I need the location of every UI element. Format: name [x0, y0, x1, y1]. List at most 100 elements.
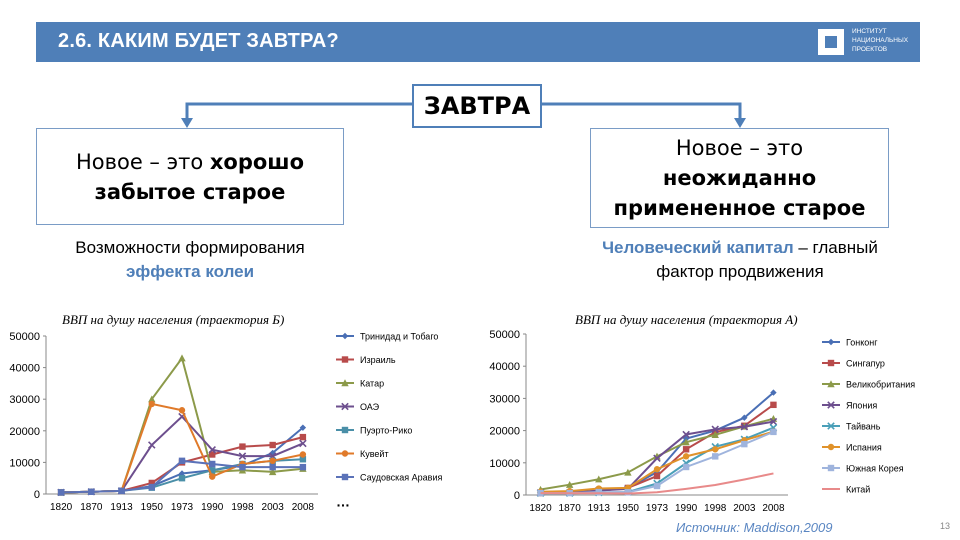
- chart-a-legend-label: Япония: [846, 401, 877, 411]
- chart-b-legend-marker: [341, 356, 349, 363]
- chart-b-title: ВВП на душу населения (траектория Б): [62, 312, 285, 327]
- chart-b-point: [148, 483, 155, 491]
- chart-a-point: [712, 453, 719, 460]
- left-box-bold-1: хорошо: [209, 150, 305, 174]
- chart-b-y-tick-label: 30000: [9, 394, 40, 406]
- left-subtitle: Возможности формирования эффекта колеи: [36, 236, 344, 284]
- chart-b-x-tick-label: 2008: [292, 502, 315, 513]
- right-subtitle-accent: Человеческий капитал: [602, 238, 794, 257]
- left-box-bold-2: забытое старое: [94, 180, 286, 204]
- chart-b-series: [57, 457, 307, 496]
- chart-a-y-tick-label: 10000: [489, 458, 520, 470]
- chart-a-legend-label: Сингапур: [846, 359, 885, 369]
- chart-a-x-tick-label: 1820: [529, 503, 552, 514]
- chart-b-legend-marker: [341, 402, 349, 411]
- chart-a-point: [711, 425, 719, 434]
- right-subtitle-text-2: фактор продвижения: [656, 262, 824, 281]
- chart-a-point: [769, 417, 778, 426]
- chart-a-point: [624, 489, 632, 496]
- chart-b-point: [178, 354, 186, 362]
- chart-b-x-tick-label: 1973: [171, 502, 194, 513]
- chart-b-y-tick-label: 50000: [9, 331, 40, 343]
- chart-a-point: [770, 428, 777, 436]
- chart-b-x-tick-label: 1990: [201, 502, 224, 513]
- chart-a-y-tick-label: 50000: [489, 329, 520, 341]
- chart-b-point: [148, 400, 155, 408]
- chart-a-legend-label: Гонконг: [846, 338, 878, 348]
- chart-a-legend-marker: [827, 401, 835, 409]
- chart-b-x-tick-label: 1913: [110, 502, 133, 513]
- chart-b-point: [269, 463, 276, 471]
- chart-b-legend-marker: [341, 332, 349, 340]
- chart-a-point: [595, 488, 602, 496]
- chart-a-series: [537, 401, 777, 497]
- chart-a-y-tick-label: 0: [514, 490, 520, 502]
- chart-b-point: [148, 441, 156, 449]
- chart-a-series: [537, 428, 777, 497]
- chart-b-y-tick-label: 0: [34, 489, 40, 501]
- chart-a-series: [540, 472, 774, 495]
- chart-b-point: [239, 463, 246, 471]
- chart-b-point: [269, 441, 276, 449]
- chart-b-legend-label: Израиль: [360, 355, 396, 365]
- chart-a-legend-label: Китай: [846, 485, 870, 495]
- chart-b-point: [148, 395, 156, 403]
- page-number: 13: [940, 521, 951, 531]
- chart-a-x-tick-label: 1913: [588, 503, 611, 514]
- chart-a-point: [770, 389, 777, 396]
- chart-b-point: [88, 488, 95, 495]
- chart-a-title: ВВП на душу населения (траектория А): [575, 312, 798, 327]
- chart-b-y-tick-label: 10000: [9, 457, 40, 469]
- chart-a-point: [682, 463, 690, 471]
- chart-b-x-tick-label: 1998: [231, 502, 254, 513]
- chart-b-legend-marker: [341, 379, 349, 387]
- chart-b-point: [148, 479, 155, 487]
- chart-b-legend-more: …: [336, 494, 350, 510]
- chart-a-legend-marker: [827, 380, 835, 388]
- chart-a-svg: 0 10000 20000 30000 40000 50000 1820 1870 1913 19…: [489, 329, 915, 514]
- chart-a-legend-label: Великобритания: [846, 380, 915, 390]
- chart-b-legend-marker: [341, 450, 349, 457]
- chart-b-point: [209, 473, 216, 480]
- chart-a-legend-marker: [827, 464, 835, 472]
- chart-a-point: [624, 468, 632, 476]
- logo-text: ИНСТИТУТ НАЦИОНАЛЬНЫХ ПРОЕКТОВ: [852, 28, 909, 53]
- chart-a-x-tick-label: 1998: [704, 503, 727, 514]
- chart-b-point: [178, 457, 186, 465]
- right-box-bold-1: неожиданно: [662, 166, 817, 190]
- chart-a-x-tick-label: 1973: [646, 503, 669, 514]
- chart-a-y-tick-label: 40000: [489, 361, 520, 373]
- chart-a-y-tick-label: 30000: [489, 393, 520, 405]
- chart-b-x-tick-label: 1950: [141, 502, 164, 513]
- chart-a-point: [682, 446, 690, 453]
- chart-a-x-tick-label: 2008: [762, 503, 785, 514]
- chart-b-legend-label: Кувейт: [360, 449, 389, 459]
- chart-b-point: [178, 475, 186, 482]
- right-box-bold-2: примененное старое: [613, 196, 866, 220]
- tomorrow-box: ЗАВТРА: [412, 84, 542, 128]
- institute-logo: ИНСТИТУТ НАЦИОНАЛЬНЫХ ПРОЕКТОВ: [818, 25, 918, 59]
- chart-b-x-tick-label: 2003: [262, 502, 285, 513]
- chart-b-point: [299, 433, 307, 441]
- right-subtitle-text: – главный: [793, 238, 878, 257]
- chart-a-point: [741, 440, 748, 448]
- chart-a-legend-label: Тайвань: [846, 422, 881, 432]
- logo-icon: [818, 29, 844, 55]
- chart-a-legend-marker: [827, 359, 835, 367]
- header-bar: 2.6. КАКИМ БУДЕТ ЗАВТРА? ИНСТИТУТ НАЦИОН…: [36, 22, 920, 62]
- chart-b-svg: 0 10000 20000 30000 40000 50000 1820 1870 1913 19…: [9, 331, 442, 513]
- chart-a-legend-marker: [827, 422, 835, 430]
- chart-b-point: [239, 443, 246, 450]
- chart-b-point: [57, 489, 65, 496]
- chart-b-point: [269, 457, 276, 465]
- left-concept-box: Новое – это хорошо забытое старое: [36, 128, 344, 225]
- chart-a-point: [682, 430, 690, 439]
- left-subtitle-text: Возможности формирования: [75, 238, 305, 257]
- chart-b-point: [118, 487, 125, 495]
- chart-b-point: [209, 467, 216, 474]
- chart-b-point: [299, 451, 307, 458]
- chart-b-point: [238, 452, 247, 460]
- chart-b-point: [268, 468, 277, 476]
- chart-a-legend-label: Испания: [846, 443, 882, 453]
